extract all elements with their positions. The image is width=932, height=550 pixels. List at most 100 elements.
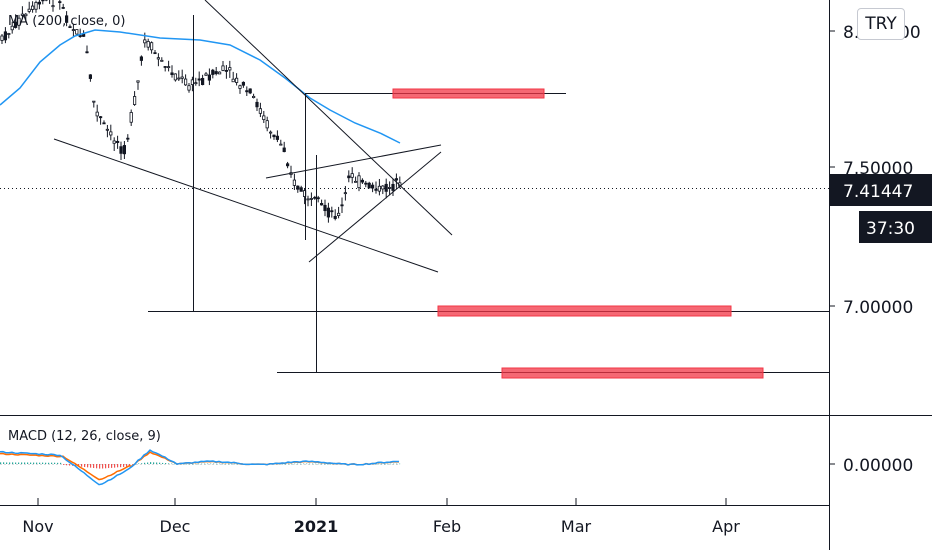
candle-body (146, 41, 150, 48)
macd-histogram-bar (282, 463, 284, 465)
macd-histogram-bar (390, 463, 392, 465)
time-axis[interactable]: Nov Dec 2021 Feb Mar Apr (22, 498, 740, 536)
candle-body (353, 180, 358, 183)
triangle-upper-line (265, 144, 442, 179)
candle-body (279, 143, 283, 146)
candle-body (333, 215, 337, 219)
macd-line[interactable] (0, 449, 400, 486)
candle-body (27, 8, 31, 12)
candle-body (272, 134, 276, 138)
macd-histogram-bar (228, 463, 230, 465)
macd-histogram-bar (183, 463, 185, 465)
candle-body (364, 182, 368, 185)
ma-indicator-label[interactable]: MA (200, close, 0) (8, 14, 125, 29)
macd-histogram-bar (48, 462, 50, 464)
macd-histogram-bar (330, 463, 332, 465)
macd-histogram-bar (285, 463, 287, 465)
candle-body (99, 116, 103, 119)
candle-body (326, 207, 331, 218)
macd-histogram-bar (21, 462, 23, 464)
candle-body (122, 145, 126, 155)
macd-histogram-bar (36, 462, 38, 464)
candle-body (78, 34, 82, 38)
macd-histogram-bar (210, 463, 212, 465)
candle-body (156, 57, 160, 60)
candle-body (13, 21, 18, 28)
candle-body (228, 67, 232, 71)
macd-histogram-bar (384, 463, 386, 465)
candle-body (112, 140, 116, 144)
triangle-lower-line (308, 151, 442, 263)
candle-body (306, 198, 310, 201)
macd-histogram-bar (201, 463, 203, 465)
currency-badge[interactable]: TRY (857, 8, 905, 40)
candle-body (177, 77, 181, 80)
time-label-apr: Apr (712, 517, 740, 536)
macd-histogram-bar (42, 462, 44, 464)
candle-body (394, 178, 399, 181)
macd-histogram-bar (321, 463, 323, 465)
candle-body (75, 29, 79, 35)
candle-body (214, 71, 218, 75)
candle-body (340, 204, 344, 207)
macd-histogram-bar (186, 463, 188, 465)
macd-histogram-bar (141, 463, 143, 464)
time-label-mar: Mar (561, 517, 592, 536)
candle-body (265, 120, 269, 129)
macd-histogram-bar (231, 463, 233, 465)
candle-body (105, 128, 109, 131)
macd-histogram-bar (18, 462, 20, 464)
macd-histogram-bar (174, 463, 176, 465)
candle-body (65, 15, 69, 23)
macd-histogram-bar (39, 462, 41, 464)
candle-body (251, 95, 256, 99)
candle-body (183, 78, 188, 86)
macd-histogram-bar (168, 463, 170, 464)
macd-histogram-bar (294, 463, 296, 465)
drawings-layer[interactable] (53, 0, 829, 373)
macd-histogram-bar (213, 463, 215, 465)
macd-histogram-bar (81, 464, 83, 467)
candle-body (149, 42, 154, 51)
candle-body (68, 26, 72, 29)
macd-indicator-label[interactable]: MACD (12, 26, close, 9) (8, 429, 161, 444)
macd-histogram-bar (75, 464, 77, 467)
ma-200-line[interactable] (0, 29, 401, 144)
candle-body (17, 17, 21, 26)
macd-histogram-bar (387, 463, 389, 465)
candle-body (71, 29, 75, 31)
candle-body (275, 135, 280, 140)
candle-body (132, 96, 137, 105)
candle-body (116, 140, 120, 143)
candle-body (268, 131, 273, 134)
macd-histogram-bar (393, 463, 395, 465)
price-axis[interactable]: 8. 00 7.50000 7.00000 0.00000 (829, 23, 921, 476)
macd-histogram-bar (315, 463, 317, 465)
macd-histogram-bar (378, 463, 380, 465)
macd-histogram-bar (87, 464, 89, 468)
candle-body (0, 35, 4, 41)
candle-body (153, 52, 157, 55)
macd-signal-line[interactable] (0, 451, 400, 481)
macd-histogram-bar (150, 462, 152, 464)
candle-body (82, 33, 86, 37)
candle-body (173, 73, 177, 81)
candle-body (24, 13, 28, 17)
candle-body (88, 74, 92, 79)
candle-body (231, 78, 235, 83)
macd-histogram-bar (84, 464, 86, 467)
candle-body (126, 137, 130, 140)
candle-body (336, 212, 341, 216)
macd-histogram-bar (312, 463, 314, 465)
candlestick-series[interactable] (0, 0, 402, 223)
macd-histogram-bar (96, 464, 98, 469)
target-zones[interactable] (392, 88, 764, 379)
macd-histogram-bar (189, 463, 191, 465)
channel-lower-line (53, 138, 439, 273)
macd-histogram-bar (99, 464, 101, 469)
candle-body (119, 146, 123, 154)
target-zone-2 (437, 305, 732, 317)
candle-body (387, 187, 392, 189)
macd-histogram-bar (309, 463, 311, 465)
